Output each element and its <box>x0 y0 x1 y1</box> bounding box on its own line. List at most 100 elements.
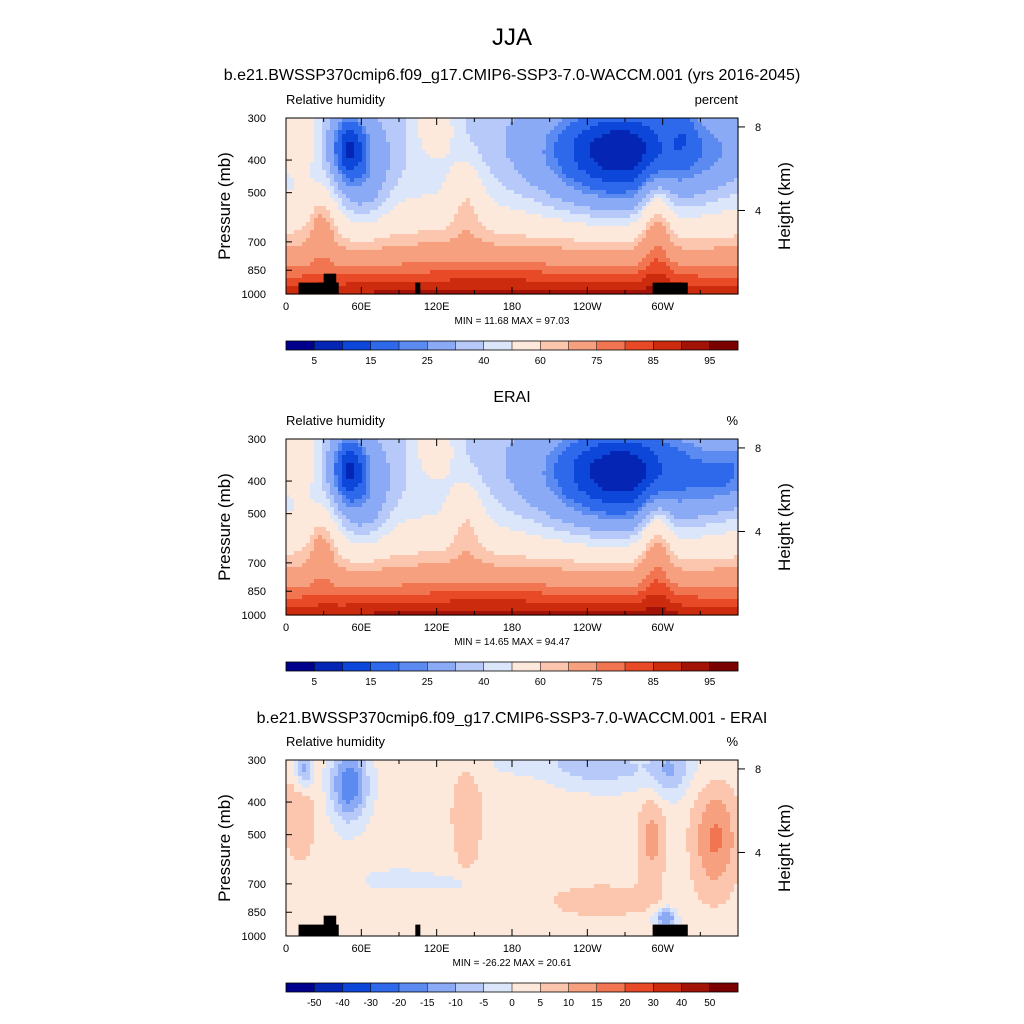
field-cell <box>610 286 615 291</box>
field-cell <box>690 246 695 251</box>
field-cell <box>698 158 703 163</box>
field-cell <box>342 154 347 159</box>
field-cell <box>446 202 451 207</box>
field-cell <box>510 266 515 271</box>
field-cell <box>438 230 443 235</box>
field-cell <box>518 190 523 195</box>
field-cell <box>318 246 323 251</box>
field-cell <box>710 166 715 171</box>
field-cell <box>514 178 519 183</box>
field-cell <box>526 278 531 283</box>
field-cell <box>310 274 315 279</box>
field-cell <box>610 146 615 151</box>
field-cell <box>326 262 331 267</box>
field-cell <box>486 182 491 187</box>
field-cell <box>326 130 331 135</box>
field-cell <box>670 166 675 171</box>
field-cell <box>562 194 567 199</box>
field-cell <box>490 118 495 123</box>
field-cell <box>614 126 619 131</box>
field-cell <box>418 266 423 271</box>
field-cell <box>486 142 491 147</box>
field-cell <box>714 230 719 235</box>
field-cell <box>666 262 671 267</box>
field-cell <box>346 238 351 243</box>
field-cell <box>418 130 423 135</box>
field-cell <box>398 146 403 151</box>
field-cell <box>726 218 731 223</box>
field-cell <box>586 150 591 155</box>
field-cell <box>582 178 587 183</box>
field-cell <box>634 286 639 291</box>
field-cell <box>506 246 511 251</box>
field-cell <box>302 174 307 179</box>
field-cell <box>690 134 695 139</box>
field-cell <box>382 166 387 171</box>
field-cell <box>414 170 419 175</box>
field-cell <box>702 122 707 127</box>
field-cell <box>390 182 395 187</box>
field-cell <box>362 230 367 235</box>
field-cell <box>682 270 687 275</box>
field-cell <box>474 242 479 247</box>
field-cell <box>562 146 567 151</box>
field-cell <box>430 266 435 271</box>
field-cell <box>642 234 647 239</box>
field-cell <box>678 122 683 127</box>
field-cell <box>714 190 719 195</box>
field-cell <box>666 118 671 123</box>
field-cell <box>306 258 311 263</box>
field-cell <box>510 250 515 255</box>
field-cell <box>482 202 487 207</box>
field-cell <box>510 146 515 151</box>
field-cell <box>450 202 455 207</box>
field-cell <box>406 178 411 183</box>
field-cell <box>694 166 699 171</box>
field-cell <box>366 194 371 199</box>
field-cell <box>526 250 531 255</box>
field-cell <box>558 290 563 295</box>
field-cell <box>518 178 523 183</box>
field-cell <box>422 174 427 179</box>
field-cell <box>346 162 351 167</box>
field-cell <box>514 134 519 139</box>
field-cell <box>426 202 431 207</box>
field-cell <box>370 158 375 163</box>
field-cell <box>410 186 415 191</box>
field-cell <box>590 178 595 183</box>
field-cell <box>358 218 363 223</box>
field-cell <box>498 266 503 271</box>
field-cell <box>606 174 611 179</box>
field-cell <box>506 170 511 175</box>
field-cell <box>594 126 599 131</box>
field-cell <box>438 186 443 191</box>
field-cell <box>450 162 455 167</box>
field-cell <box>362 258 367 263</box>
field-cell <box>714 162 719 167</box>
field-cell <box>494 226 499 231</box>
field-cell <box>618 214 623 219</box>
field-cell <box>326 190 331 195</box>
field-cell <box>662 202 667 207</box>
field-cell <box>642 242 647 247</box>
field-cell <box>566 214 571 219</box>
field-cell <box>634 222 639 227</box>
field-cell <box>610 226 615 231</box>
field-cell <box>466 226 471 231</box>
field-cell <box>722 150 727 155</box>
field-cell <box>338 238 343 243</box>
field-cell <box>522 138 527 143</box>
field-cell <box>662 218 667 223</box>
field-cell <box>290 126 295 131</box>
field-cell <box>670 146 675 151</box>
field-cell <box>366 198 371 203</box>
field-cell <box>714 138 719 143</box>
field-cell <box>422 122 427 127</box>
field-cell <box>446 210 451 215</box>
field-cell <box>678 162 683 167</box>
field-cell <box>638 226 643 231</box>
field-cell <box>418 246 423 251</box>
field-cell <box>290 170 295 175</box>
field-cell <box>542 258 547 263</box>
field-cell <box>698 242 703 247</box>
